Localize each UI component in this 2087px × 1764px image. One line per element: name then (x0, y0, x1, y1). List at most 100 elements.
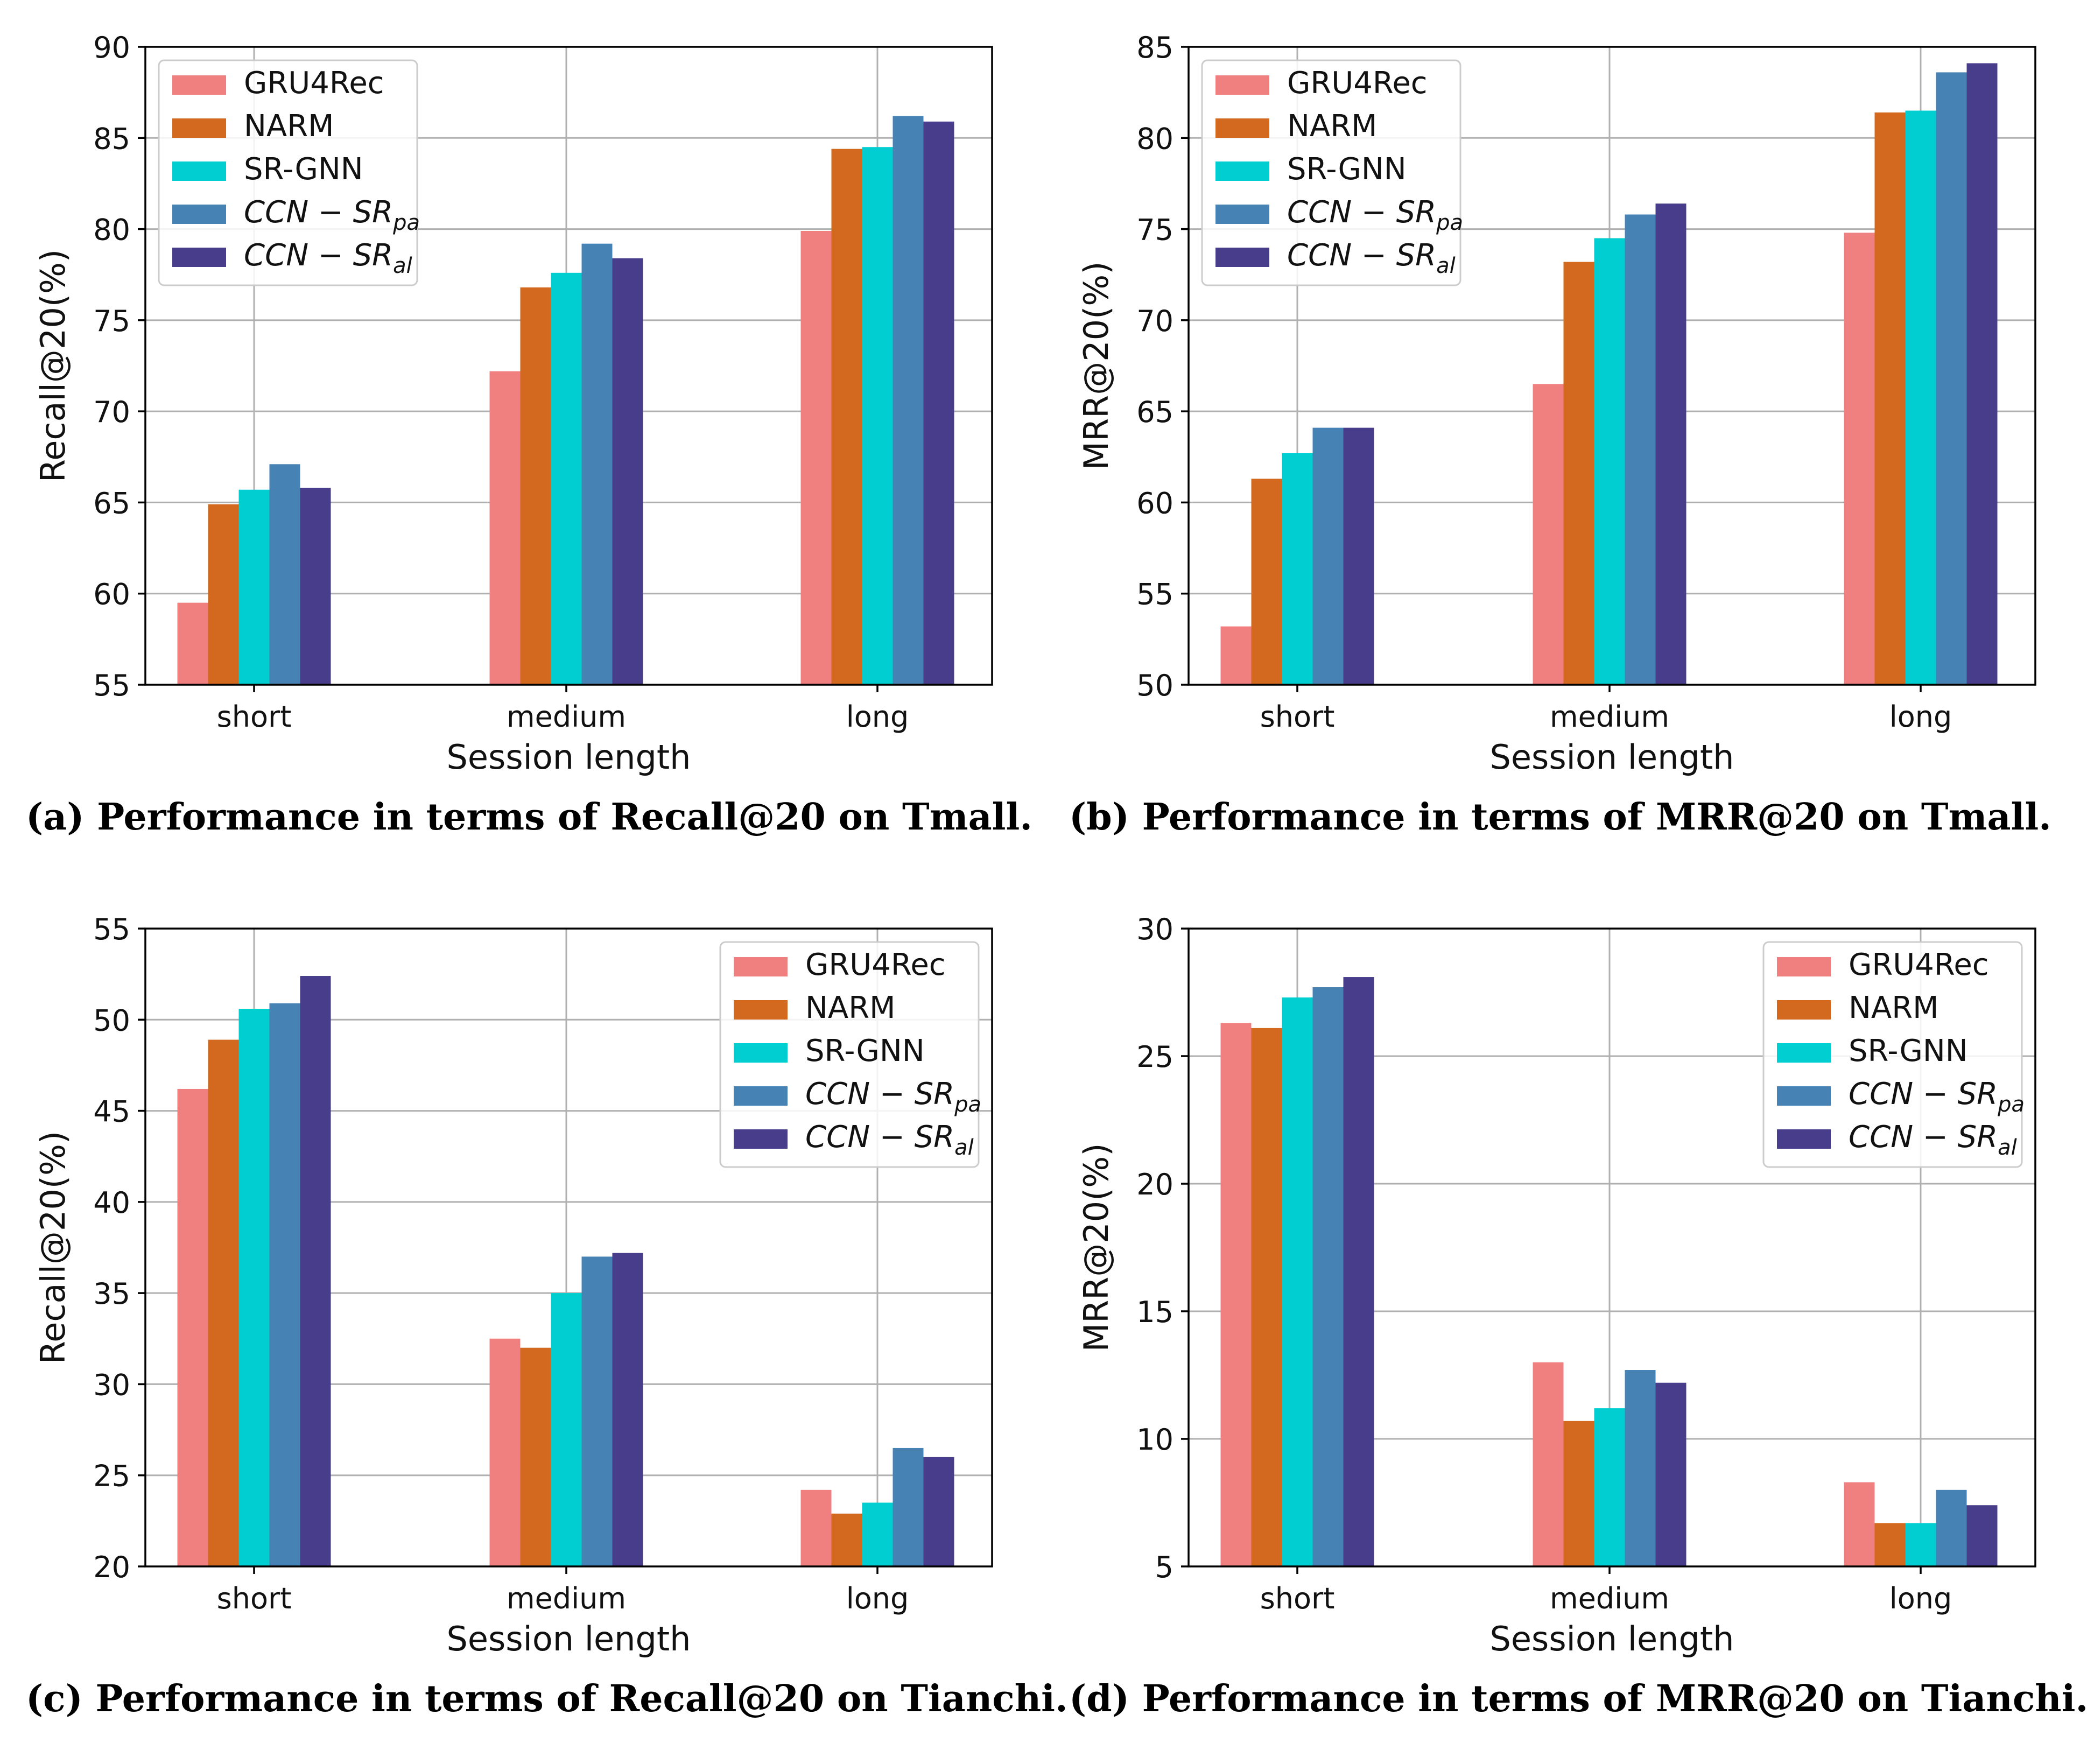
legend-label-subscript: pa (1997, 1092, 2025, 1117)
bar-sr-gnn-medium (1594, 238, 1625, 685)
y-tick-label: 70 (93, 395, 130, 429)
y-tick-label: 10 (1136, 1423, 1174, 1457)
legend-swatch-4 (734, 1086, 788, 1106)
legend-swatch-4 (1777, 1086, 1831, 1106)
legend-label-2: NARM (805, 990, 895, 1025)
y-tick-label: 65 (1136, 395, 1174, 429)
bar-ccn-sr-pa-long (1936, 1489, 1967, 1566)
chart-c: 20 25 30 35 40 45 50 55 short medium long Session l… (33, 912, 993, 1658)
bar-narm-short (1251, 1028, 1282, 1566)
bar-narm-medium (520, 287, 551, 685)
legend-box (1201, 59, 1461, 286)
bar-sr-gnn-long (1905, 110, 1936, 685)
legend-label-4: CCN − SRpa (805, 1077, 981, 1117)
y-tick-label: 80 (93, 213, 130, 247)
legend-swatch-2 (734, 1000, 788, 1020)
y-tick-label: 90 (93, 31, 130, 65)
legend-box (1762, 941, 2023, 1168)
bar-gru4rec-medium (489, 371, 521, 685)
bar-narm-long (831, 149, 862, 685)
y-tick-label: 85 (93, 122, 130, 156)
y-tick-label: 80 (1136, 122, 1174, 156)
legend-label-base: NARM (244, 109, 334, 144)
plot-frame (1187, 46, 2036, 686)
x-axis-title: Session length (1490, 1619, 1734, 1658)
legend-label-base: NARM (805, 990, 895, 1025)
chart-panel-c: 20 25 30 35 40 45 50 55 short medium long Session l… (0, 882, 1068, 1763)
chart-a: 55 60 65 70 75 80 85 90 short medium long Session l… (33, 31, 993, 777)
bar-narm-medium (1563, 262, 1594, 685)
legend-label-4: CCN − SRpa (1849, 1077, 2025, 1117)
bar-sr-gnn-medium (551, 1293, 582, 1566)
bar-gru4rec-medium (1533, 1362, 1564, 1566)
plot-frame (144, 46, 993, 686)
legend-swatch-4 (1215, 205, 1269, 224)
x-tick-label-short: short (217, 1582, 292, 1615)
bar-narm-medium (520, 1347, 551, 1566)
bar-narm-short (208, 504, 239, 685)
legend-label-1: GRU4Rec (805, 947, 946, 982)
x-tick-label-long: long (1889, 700, 1952, 734)
x-tick-label-short: short (1260, 700, 1335, 734)
x-axis-title: Session length (447, 1619, 691, 1658)
x-tick-label-short: short (1260, 1582, 1335, 1615)
bar-gru4rec-medium (489, 1338, 521, 1566)
y-axis-title: Recall@20(%) (33, 249, 73, 482)
y-tick-label: 50 (93, 1003, 130, 1037)
bar-ccn-sr-pa-long (893, 116, 924, 685)
bars-d (1220, 977, 1998, 1566)
legend-label-base: NARM (1287, 109, 1377, 144)
bar-narm-long (1874, 112, 1906, 685)
legend-label-subscript: pa (392, 210, 420, 235)
bar-narm-short (1251, 479, 1282, 685)
bar-gru4rec-long (1844, 233, 1875, 685)
x-tick-label-medium: medium (507, 700, 626, 734)
x-tick-label-medium: medium (1550, 700, 1669, 734)
legend-label-subscript: al (954, 1135, 974, 1160)
bar-ccn-sr-al-short (1343, 977, 1374, 1566)
bar-ccn-sr-al-medium (1655, 1382, 1687, 1566)
bar-sr-gnn-long (1905, 1523, 1936, 1566)
bar-ccn-sr-pa-medium (581, 243, 613, 685)
legend-label-subscript: pa (954, 1092, 981, 1117)
legend-swatch-5 (1777, 1129, 1831, 1149)
bar-gru4rec-short (1220, 626, 1252, 685)
legend-swatch-1 (734, 957, 788, 976)
x-tick-label-short: short (217, 700, 292, 734)
y-tick-label: 15 (1136, 1295, 1174, 1329)
caption-c: (c) Performance in terms of Recall@20 on… (26, 1677, 1068, 1720)
legend-label-base: SR-GNN (805, 1034, 925, 1069)
bar-narm-medium (1563, 1421, 1594, 1566)
bar-ccn-sr-al-medium (612, 258, 643, 685)
y-tick-label: 20 (93, 1550, 130, 1584)
x-tick-label-long: long (846, 700, 909, 734)
legend-label-3: SR-GNN (805, 1034, 925, 1069)
legend-label-base: CCN − SR (1849, 1120, 1998, 1155)
bar-ccn-sr-pa-short (1312, 987, 1344, 1566)
legend-label-5: CCN − SRal (1849, 1120, 2017, 1160)
bar-ccn-sr-al-long (923, 121, 954, 685)
legend-swatch-2 (172, 118, 226, 138)
bar-ccn-sr-pa-short (269, 1003, 300, 1566)
bar-sr-gnn-long (862, 147, 893, 685)
legend-box (719, 941, 980, 1168)
bar-sr-gnn-short (1282, 997, 1313, 1566)
legend-swatch-2 (1777, 1000, 1831, 1020)
bar-ccn-sr-pa-long (893, 1447, 924, 1566)
x-axis-title: Session length (1490, 737, 1734, 777)
legend-swatch-3 (1777, 1043, 1831, 1063)
legend-label-5: CCN − SRal (1287, 238, 1456, 278)
legend-swatch-1 (1777, 957, 1831, 976)
bar-sr-gnn-medium (1594, 1408, 1625, 1566)
legend-swatch-2 (1215, 118, 1269, 138)
y-tick-label: 30 (93, 1368, 130, 1402)
bar-ccn-sr-pa-long (1936, 72, 1967, 685)
y-tick-label: 30 (1136, 912, 1174, 946)
bar-ccn-sr-al-medium (612, 1253, 643, 1566)
bar-narm-short (208, 1039, 239, 1566)
y-tick-label: 25 (93, 1459, 130, 1493)
bar-ccn-sr-pa-short (269, 464, 300, 685)
bar-ccn-sr-al-short (300, 976, 331, 1566)
legend-label-base: GRU4Rec (805, 947, 946, 982)
